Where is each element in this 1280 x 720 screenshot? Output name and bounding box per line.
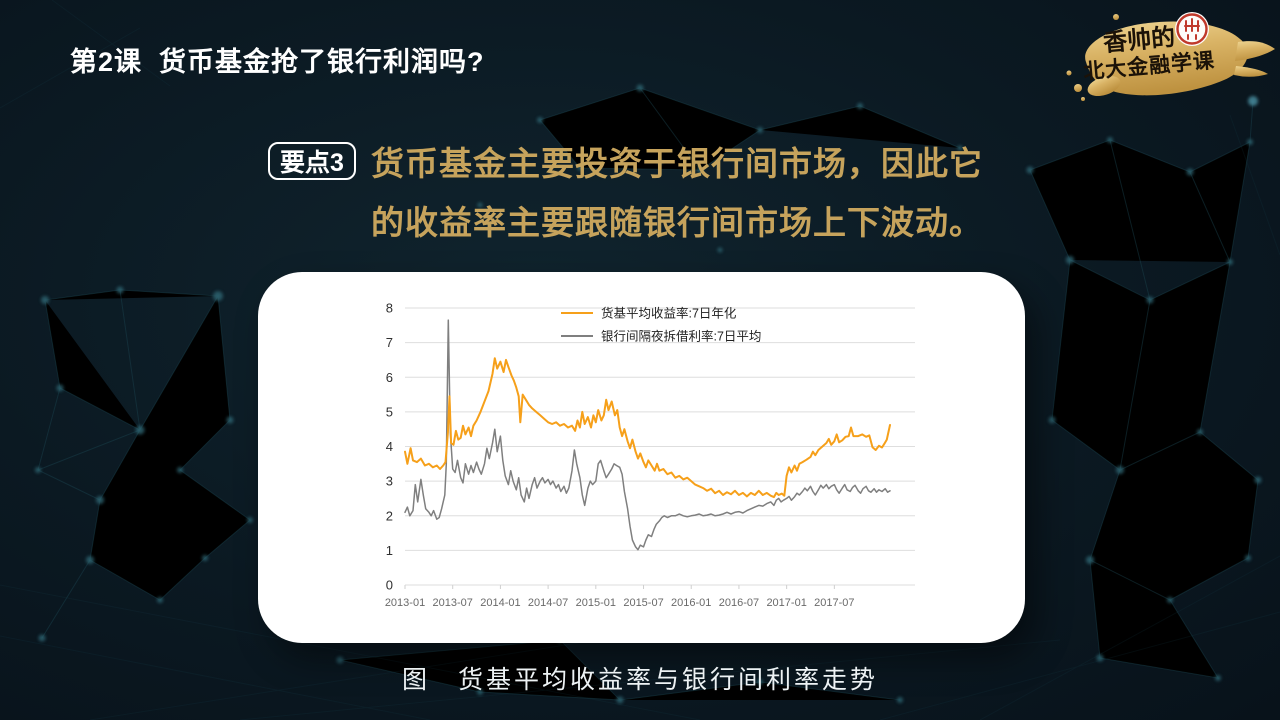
keypoint-line2: 的收益率主要跟随银行间市场上下波动。 xyxy=(371,204,983,241)
svg-text:2016-07: 2016-07 xyxy=(719,597,759,609)
line-chart: 0 1 2 3 4 5 6 7 8 2013-01 2013-07 2014-01 2014-07 201… xyxy=(385,301,915,609)
gold-brush-blob xyxy=(1066,12,1275,101)
brand-logo: 香帅的 北大金融学课 xyxy=(1056,2,1276,114)
university-seal-icon xyxy=(1175,12,1209,46)
svg-text:货基平均收益率:7日年化: 货基平均收益率:7日年化 xyxy=(601,306,737,321)
page-title: 第2课 货币基金抢了银行利润吗? xyxy=(70,47,485,77)
chart-card: 0 1 2 3 4 5 6 7 8 2013-01 2013-07 2014-01 2014-07 201… xyxy=(258,272,1025,643)
keypoint-badge: 要点3 xyxy=(268,142,356,180)
svg-text:银行间隔夜拆借利率:7日平均: 银行间隔夜拆借利率:7日平均 xyxy=(601,329,761,344)
svg-text:2014-07: 2014-07 xyxy=(528,597,568,609)
svg-text:2013-07: 2013-07 xyxy=(433,597,473,609)
svg-text:2017-01: 2017-01 xyxy=(766,597,806,609)
figure-caption: 图 货基平均收益率与银行间利率走势 xyxy=(401,667,878,694)
svg-text:2016-01: 2016-01 xyxy=(671,597,711,609)
svg-text:8: 8 xyxy=(386,301,393,316)
svg-text:2017-07: 2017-07 xyxy=(814,597,854,609)
svg-text:6: 6 xyxy=(386,370,393,385)
svg-text:4: 4 xyxy=(386,439,393,454)
keypoint-text: 货币基金主要投资于银行间市场，因此它 的收益率主要跟随银行间市场上下波动。 xyxy=(371,134,983,252)
keypoint-line1: 货币基金主要投资于银行间市场，因此它 xyxy=(371,145,983,182)
svg-text:2015-07: 2015-07 xyxy=(623,597,663,609)
svg-text:5: 5 xyxy=(386,404,393,419)
svg-text:2014-01: 2014-01 xyxy=(480,597,520,609)
network-lines xyxy=(37,87,1259,701)
svg-text:2: 2 xyxy=(386,508,393,523)
svg-text:2013-01: 2013-01 xyxy=(385,597,425,609)
svg-text:0: 0 xyxy=(386,578,393,593)
svg-text:3: 3 xyxy=(386,474,393,489)
svg-text:1: 1 xyxy=(386,543,393,558)
svg-text:7: 7 xyxy=(386,335,393,350)
svg-text:2015-01: 2015-01 xyxy=(576,597,616,609)
network-dots xyxy=(35,84,1262,704)
